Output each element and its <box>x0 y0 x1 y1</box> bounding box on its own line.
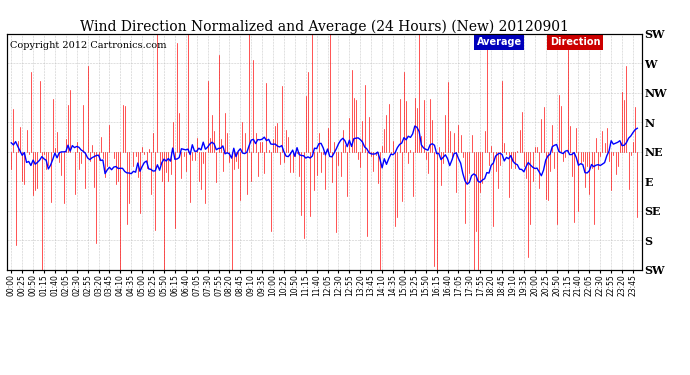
Title: Wind Direction Normalized and Average (24 Hours) (New) 20120901: Wind Direction Normalized and Average (2… <box>80 20 569 34</box>
Text: Direction: Direction <box>550 37 600 47</box>
Text: Average: Average <box>477 37 522 47</box>
Text: Copyright 2012 Cartronics.com: Copyright 2012 Cartronics.com <box>10 41 166 50</box>
